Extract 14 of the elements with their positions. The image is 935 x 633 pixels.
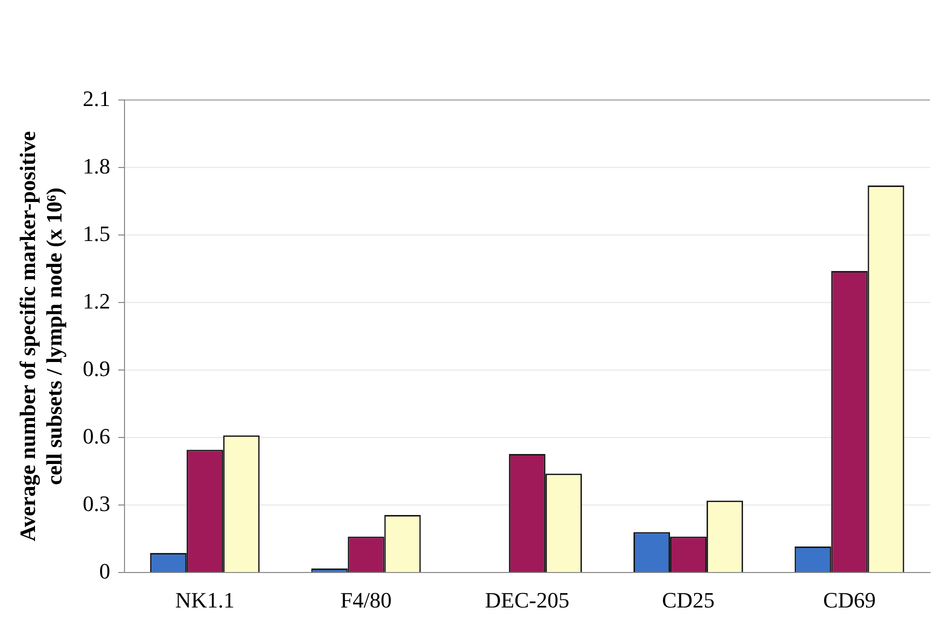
x-tick-label: DEC-205 xyxy=(484,588,570,613)
x-tick-label: NK1.1 xyxy=(175,588,235,613)
x-tick-label: F4/80 xyxy=(340,588,392,613)
y-tick-label: 0.6 xyxy=(82,423,110,448)
y-tick-label: 1.8 xyxy=(82,153,110,178)
y-tick-label: 1.5 xyxy=(82,220,110,246)
y-tick-label: 0.3 xyxy=(82,490,110,516)
y-tick-label: 0.9 xyxy=(82,356,110,381)
y-tick-label: 1.2 xyxy=(82,288,110,314)
y-axis-title: Average number of specific marker-positive cell subsets / lymph node (x 10⁶) xyxy=(14,130,66,542)
y-tick-label: 2.1 xyxy=(82,86,110,111)
x-tick-label: CD25 xyxy=(662,588,715,613)
y-tick-label: 0 xyxy=(99,558,110,584)
x-tick-label: CD69 xyxy=(823,588,876,613)
